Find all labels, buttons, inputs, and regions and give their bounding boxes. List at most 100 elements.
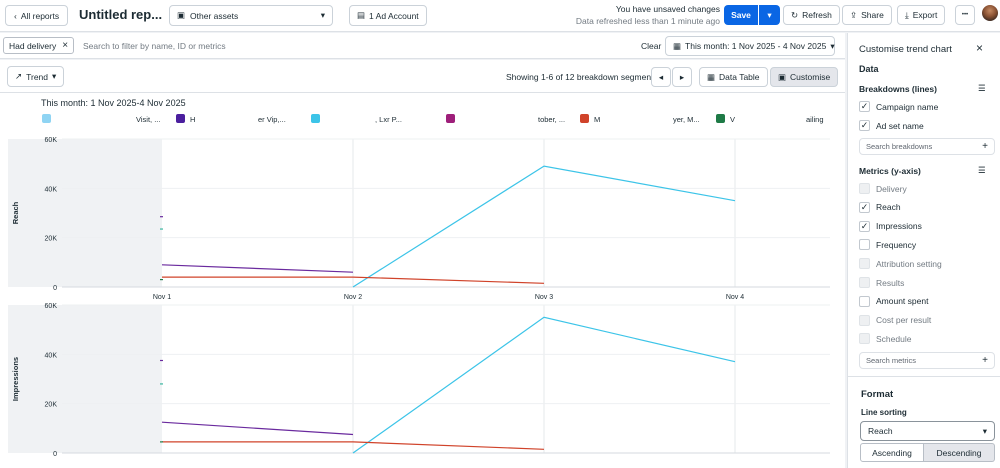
breakdown-option[interactable]: ✓ Ad set name xyxy=(859,120,924,131)
reorder-icon[interactable]: ☰ xyxy=(978,83,986,93)
metric-label: Impressions xyxy=(876,221,922,232)
assets-dropdown[interactable]: ▣ Other assets ▾ xyxy=(169,5,333,26)
report-title[interactable]: Untitled rep... xyxy=(79,7,163,22)
save-button[interactable]: Save xyxy=(724,5,758,25)
data-table-button[interactable]: ▦ Data Table xyxy=(699,67,768,87)
metric-option[interactable]: Cost per result xyxy=(859,314,932,326)
breakdown-option[interactable]: ✓ Campaign name xyxy=(859,101,938,112)
checkbox[interactable] xyxy=(859,239,870,251)
caret-down-icon: ▾ xyxy=(982,425,987,436)
close-icon[interactable]: × xyxy=(62,40,69,51)
y-axis-label: Reach xyxy=(11,201,20,224)
legend-swatch[interactable] xyxy=(311,114,320,123)
checkbox[interactable]: ✓ xyxy=(859,201,870,213)
assets-dropdown-label: Other assets xyxy=(190,10,239,21)
trend-icon: ↗ xyxy=(15,71,23,81)
metric-label: Amount spent xyxy=(876,296,929,307)
legend-swatch[interactable] xyxy=(176,114,185,123)
y-tick-label: 60K xyxy=(45,303,58,310)
metric-label: Frequency xyxy=(876,239,917,250)
data-table-label: Data Table xyxy=(719,72,760,82)
prev-page-button[interactable]: ◂ xyxy=(651,67,671,87)
metric-option[interactable]: ✓ Reach xyxy=(859,201,901,213)
metric-option[interactable]: Schedule xyxy=(859,333,911,345)
checkbox[interactable]: ✓ xyxy=(859,220,870,232)
chart-date-header: This month: 1 Nov 2025-4 Nov 2025 xyxy=(41,98,186,108)
export-label: Export xyxy=(912,10,938,20)
save-options-caret-icon[interactable]: ▾ xyxy=(759,5,780,25)
filter-chip[interactable]: Had delivery × xyxy=(3,37,75,54)
filter-search-input[interactable]: Search to filter by name, ID or metrics xyxy=(83,41,226,51)
share-button[interactable]: ⇪ Share xyxy=(842,5,892,25)
series-line xyxy=(162,441,545,450)
reorder-icon[interactable]: ☰ xyxy=(978,165,986,175)
filter-bar: Had delivery × Search to filter by name,… xyxy=(0,33,845,59)
metric-option[interactable]: Attribution setting xyxy=(859,258,942,270)
checkbox[interactable]: ✓ xyxy=(859,120,870,131)
checkbox[interactable] xyxy=(859,183,870,194)
metric-label: Delivery xyxy=(876,183,907,194)
sort-direction-toggle: Ascending Descending xyxy=(860,443,995,462)
data-heading: Data xyxy=(859,64,879,74)
clear-button[interactable]: Clear xyxy=(641,41,662,51)
legend-swatch[interactable] xyxy=(42,114,51,123)
next-page-button[interactable]: ▸ xyxy=(672,67,692,87)
panel-title: Customise trend chart xyxy=(859,44,952,55)
account-icon: ▤ xyxy=(357,10,366,20)
search-breakdowns-input[interactable]: Search breakdowns + xyxy=(859,138,995,155)
x-tick-label: Nov 1 xyxy=(153,294,171,301)
share-icon: ⇪ xyxy=(850,9,858,20)
line-sorting-value: Reach xyxy=(868,426,893,436)
ad-account-button[interactable]: ▤ 1 Ad Account xyxy=(349,5,427,26)
caret-down-icon: ▾ xyxy=(830,40,835,51)
chevron-left-icon: ◂ xyxy=(658,71,664,82)
save-status: You have unsaved changes Data refreshed … xyxy=(576,4,720,26)
y-tick-label: 0 xyxy=(53,451,57,458)
export-icon: ⤓ xyxy=(905,9,909,20)
more-options-button[interactable]: ••• xyxy=(955,5,975,25)
refresh-button[interactable]: ↻ Refresh xyxy=(783,5,840,25)
checkbox[interactable] xyxy=(859,314,870,326)
line-sorting-select[interactable]: Reach ▾ xyxy=(860,421,995,441)
plus-icon[interactable]: + xyxy=(982,141,988,152)
table-icon: ▦ xyxy=(707,71,716,82)
legend-label: tober, ... xyxy=(538,115,566,124)
metric-option[interactable]: Amount spent xyxy=(859,295,929,307)
checkbox[interactable] xyxy=(859,277,870,288)
ascending-button[interactable]: Ascending xyxy=(860,443,924,462)
metric-option[interactable]: Frequency xyxy=(859,239,917,251)
date-range-label: This month: 1 Nov 2025 - 4 Nov 2025 xyxy=(685,41,827,51)
series-line xyxy=(352,316,736,454)
legend-label: H xyxy=(190,115,196,124)
metric-option[interactable]: ✓ Impressions xyxy=(859,220,922,232)
metric-option[interactable]: Results xyxy=(859,277,904,288)
legend-swatch[interactable] xyxy=(716,114,725,123)
refreshed-text: Data refreshed less than 1 minute ago xyxy=(575,16,720,26)
y-tick-label: 60K xyxy=(45,137,58,144)
trend-view-dropdown[interactable]: ↗ Trend ▾ xyxy=(7,66,65,87)
x-tick-label: Nov 3 xyxy=(535,294,553,301)
metric-label: Cost per result xyxy=(876,315,932,326)
legend-swatch[interactable] xyxy=(446,114,455,123)
all-reports-button[interactable]: ‹ All reports xyxy=(5,5,69,26)
checkbox[interactable] xyxy=(859,295,870,307)
checkbox[interactable] xyxy=(859,258,870,270)
calendar-icon: ▦ xyxy=(673,40,682,51)
legend-swatch[interactable] xyxy=(580,114,589,123)
legend-label: , Lxr P... xyxy=(375,115,402,124)
date-range-picker[interactable]: ▦ This month: 1 Nov 2025 - 4 Nov 2025 ▾ xyxy=(665,36,835,56)
export-button[interactable]: ⤓ Export xyxy=(897,5,946,25)
avatar[interactable] xyxy=(982,5,998,21)
plus-icon[interactable]: + xyxy=(982,355,988,366)
search-metrics-placeholder: Search metrics xyxy=(866,356,917,365)
checkbox[interactable] xyxy=(859,333,870,345)
format-heading: Format xyxy=(861,389,894,400)
search-metrics-input[interactable]: Search metrics + xyxy=(859,352,995,369)
checkbox[interactable]: ✓ xyxy=(859,101,870,112)
descending-button[interactable]: Descending xyxy=(924,443,995,462)
y-tick-label: 40K xyxy=(45,352,58,359)
close-panel-icon[interactable]: × xyxy=(976,41,984,55)
refresh-label: Refresh xyxy=(802,10,832,20)
customise-button[interactable]: ▣ Customise xyxy=(770,67,839,87)
metric-option[interactable]: Delivery xyxy=(859,183,907,194)
